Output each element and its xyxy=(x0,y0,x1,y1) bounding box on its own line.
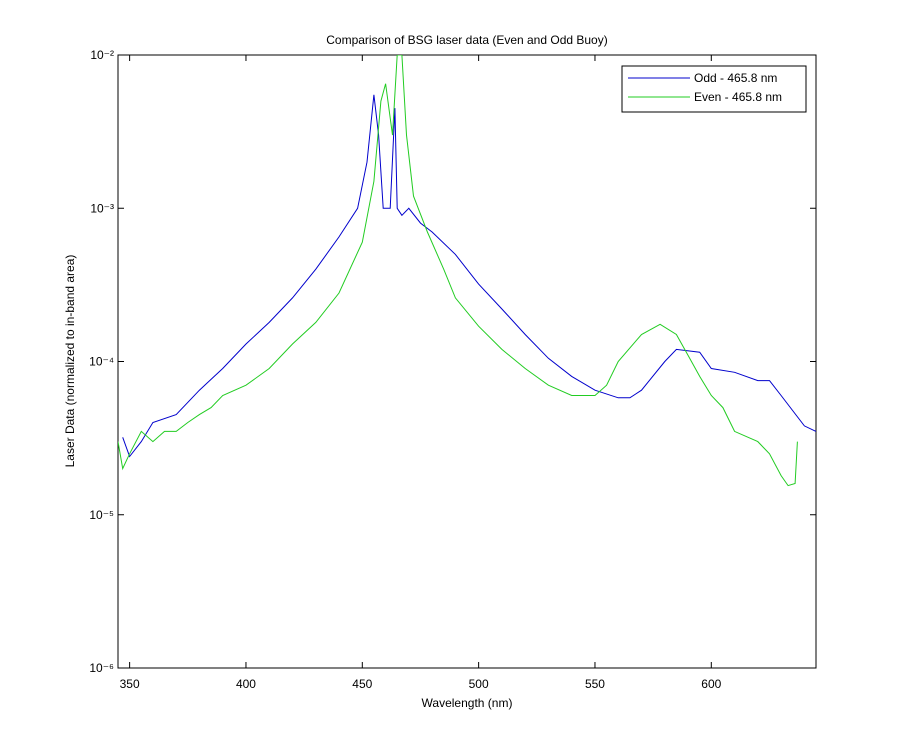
plot-area xyxy=(117,54,817,669)
legend-box xyxy=(621,65,807,113)
data-line xyxy=(118,55,798,487)
x-axis-label: Wavelength (nm) xyxy=(422,696,513,710)
lines xyxy=(118,55,816,487)
x-tick-label: 550 xyxy=(585,677,605,691)
y-axis-label: Laser Data (normalized to in-band area) xyxy=(63,255,77,468)
x-tick-label: 400 xyxy=(236,677,256,691)
x-tick-label: 350 xyxy=(120,677,140,691)
y-tick-label: 10⁻⁵ xyxy=(89,508,114,522)
legend-label: Even - 465.8 nm xyxy=(694,90,782,104)
y-tick-label: 10⁻⁴ xyxy=(89,355,114,369)
y-tick-label: 10⁻⁶ xyxy=(89,661,114,675)
x-tick-label: 450 xyxy=(352,677,372,691)
x-tick-label: 500 xyxy=(469,677,489,691)
x-tick-label: 600 xyxy=(701,677,721,691)
chart-title: Comparison of BSG laser data (Even and O… xyxy=(326,33,607,47)
y-tick-label: 10⁻² xyxy=(90,48,114,62)
data-line xyxy=(122,94,816,458)
y-tick-label: 10⁻³ xyxy=(90,201,114,215)
legend-label: Odd - 465.8 nm xyxy=(694,71,777,85)
